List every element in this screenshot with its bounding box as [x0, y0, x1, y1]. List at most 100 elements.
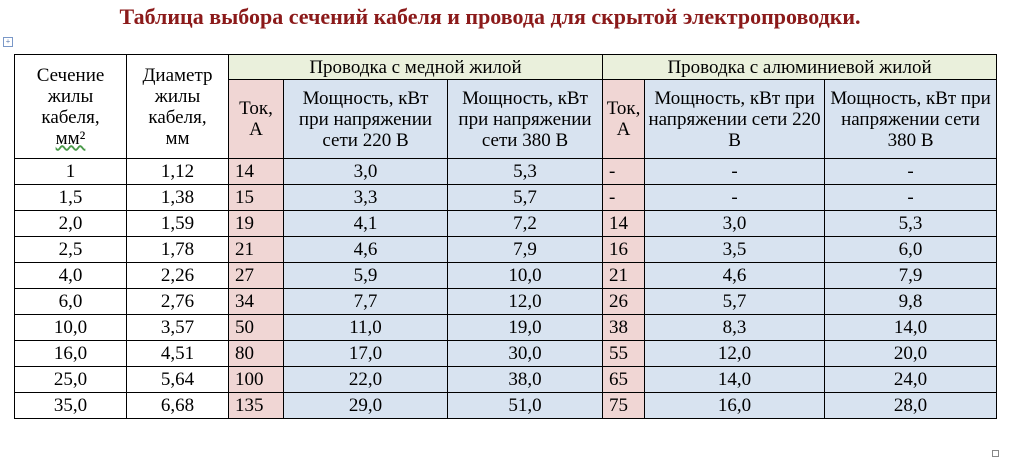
header-cu-current: Ток, А — [228, 79, 284, 159]
header-copper-group: Проводка с медной жилой — [227, 54, 604, 80]
header-cu-power-380: Мощность, кВт при напряжении сети 380 В — [446, 79, 604, 159]
cell-al-power-380: 5,3 — [824, 210, 998, 237]
cell-diameter: 1,38 — [126, 184, 229, 211]
cell-diameter: 2,26 — [126, 262, 229, 289]
header-al-current: Ток, А — [602, 79, 646, 159]
cell-diameter: 6,68 — [126, 392, 229, 419]
cell-cu-power-380: 51,0 — [446, 392, 604, 419]
cell-al-current: 65 — [602, 366, 646, 393]
cell-section: 1 — [14, 158, 127, 185]
cell-cu-power-220: 22,0 — [283, 366, 448, 393]
cell-cu-power-380: 30,0 — [446, 340, 604, 367]
cell-cu-current: 135 — [228, 392, 284, 419]
cell-cu-current: 100 — [228, 366, 284, 393]
table-row: 35,0 6,68 135 29,0 51,0 75 16,0 28,0 — [14, 392, 998, 419]
cell-al-power-380: 6,0 — [824, 236, 998, 263]
cell-al-power-380: 7,9 — [824, 262, 998, 289]
cell-al-power-380: 14,0 — [824, 314, 998, 341]
cell-cu-power-380: 12,0 — [446, 288, 604, 315]
header-cu-power-220: Мощность, кВт при напряжении сети 220 В — [283, 79, 448, 159]
cell-al-current: 26 — [602, 288, 646, 315]
cell-al-power-380: 9,8 — [824, 288, 998, 315]
cell-diameter: 1,78 — [126, 236, 229, 263]
section-unit: мм² — [55, 127, 86, 149]
cell-cu-power-380: 7,9 — [446, 236, 604, 263]
cell-cu-power-380: 5,3 — [446, 158, 604, 185]
page-title: Таблица выбора сечений кабеля и провода … — [119, 4, 861, 29]
cell-cu-current: 15 — [228, 184, 284, 211]
cell-al-current: 16 — [602, 236, 646, 263]
cell-al-power-380: - — [824, 184, 998, 211]
table-row: 2,5 1,78 21 4,6 7,9 16 3,5 6,0 — [14, 236, 998, 263]
cell-cu-power-380: 10,0 — [446, 262, 604, 289]
cell-cu-power-220: 29,0 — [283, 392, 448, 419]
table-row: 4,0 2,26 27 5,9 10,0 21 4,6 7,9 — [14, 262, 998, 289]
cell-cu-current: 21 — [228, 236, 284, 263]
cell-al-power-380: 28,0 — [824, 392, 998, 419]
cell-diameter: 1,12 — [126, 158, 229, 185]
cell-al-current: 75 — [602, 392, 646, 419]
table-row: 25,0 5,64 100 22,0 38,0 65 14,0 24,0 — [14, 366, 998, 393]
header-section: Сечение жилы кабеля, мм² — [14, 54, 127, 159]
cell-section: 2,5 — [14, 236, 127, 263]
cell-al-power-220: 8,3 — [644, 314, 826, 341]
cell-al-power-220: 5,7 — [644, 288, 826, 315]
cell-cu-power-380: 38,0 — [446, 366, 604, 393]
cell-section: 10,0 — [14, 314, 127, 341]
header-al-power-380: Мощность, кВт при напряжении сети 380 В — [824, 79, 998, 159]
cell-al-current: - — [602, 184, 646, 211]
cell-section: 6,0 — [14, 288, 127, 315]
table-row: 6,0 2,76 34 7,7 12,0 26 5,7 9,8 — [14, 288, 998, 315]
table-row: 1,5 1,38 15 3,3 5,7 - - - — [14, 184, 998, 211]
cell-diameter: 1,59 — [126, 210, 229, 237]
cell-section: 35,0 — [14, 392, 127, 419]
cell-al-power-220: - — [644, 184, 826, 211]
cable-table: Сечение жилы кабеля, мм² Диаметр жилы ка… — [14, 54, 998, 419]
cell-section: 25,0 — [14, 366, 127, 393]
cell-cu-power-380: 19,0 — [446, 314, 604, 341]
cell-al-power-380: 24,0 — [824, 366, 998, 393]
cell-diameter: 2,76 — [126, 288, 229, 315]
cell-al-power-220: 3,0 — [644, 210, 826, 237]
cell-cu-current: 50 — [228, 314, 284, 341]
cell-section: 16,0 — [14, 340, 127, 367]
cell-diameter: 5,64 — [126, 366, 229, 393]
cell-al-power-380: - — [824, 158, 998, 185]
header-al-power-220: Мощность, кВт при напряжении сети 220 В — [644, 79, 826, 159]
cell-al-power-220: 4,6 — [644, 262, 826, 289]
cell-al-power-220: 3,5 — [644, 236, 826, 263]
cell-al-power-220: 14,0 — [644, 366, 826, 393]
cell-cu-current: 14 — [228, 158, 284, 185]
cell-cu-current: 34 — [228, 288, 284, 315]
cell-section: 4,0 — [14, 262, 127, 289]
table-row: 10,0 3,57 50 11,0 19,0 38 8,3 14,0 — [14, 314, 998, 341]
table-move-handle-icon[interactable]: + — [3, 37, 13, 47]
cell-al-current: 38 — [602, 314, 646, 341]
header-diameter: Диаметр жилы кабеля, мм — [126, 54, 229, 159]
header-aluminum-group: Проводка с алюминиевой жилой — [602, 54, 998, 80]
cell-cu-power-220: 3,0 — [283, 158, 448, 185]
cell-cu-power-220: 4,1 — [283, 210, 448, 237]
cell-cu-current: 27 — [228, 262, 284, 289]
cell-cu-current: 19 — [228, 210, 284, 237]
cell-al-power-220: 12,0 — [644, 340, 826, 367]
cell-diameter: 3,57 — [126, 314, 229, 341]
cell-diameter: 4,51 — [126, 340, 229, 367]
cell-al-current: 55 — [602, 340, 646, 367]
cell-cu-power-220: 7,7 — [283, 288, 448, 315]
cell-cu-power-220: 3,3 — [283, 184, 448, 211]
cell-cu-power-380: 7,2 — [446, 210, 604, 237]
cell-cu-power-220: 17,0 — [283, 340, 448, 367]
cell-al-power-220: - — [644, 158, 826, 185]
cell-al-power-220: 16,0 — [644, 392, 826, 419]
cell-al-current: 14 — [602, 210, 646, 237]
cell-cu-power-220: 11,0 — [283, 314, 448, 341]
cell-cu-power-220: 4,6 — [283, 236, 448, 263]
cell-cu-power-220: 5,9 — [283, 262, 448, 289]
cell-al-current: - — [602, 158, 646, 185]
cell-section: 2,0 — [14, 210, 127, 237]
table-resize-handle[interactable] — [992, 450, 999, 457]
table-row: 16,0 4,51 80 17,0 30,0 55 12,0 20,0 — [14, 340, 998, 367]
table-row: 1 1,12 14 3,0 5,3 - - - — [14, 158, 998, 185]
cell-section: 1,5 — [14, 184, 127, 211]
